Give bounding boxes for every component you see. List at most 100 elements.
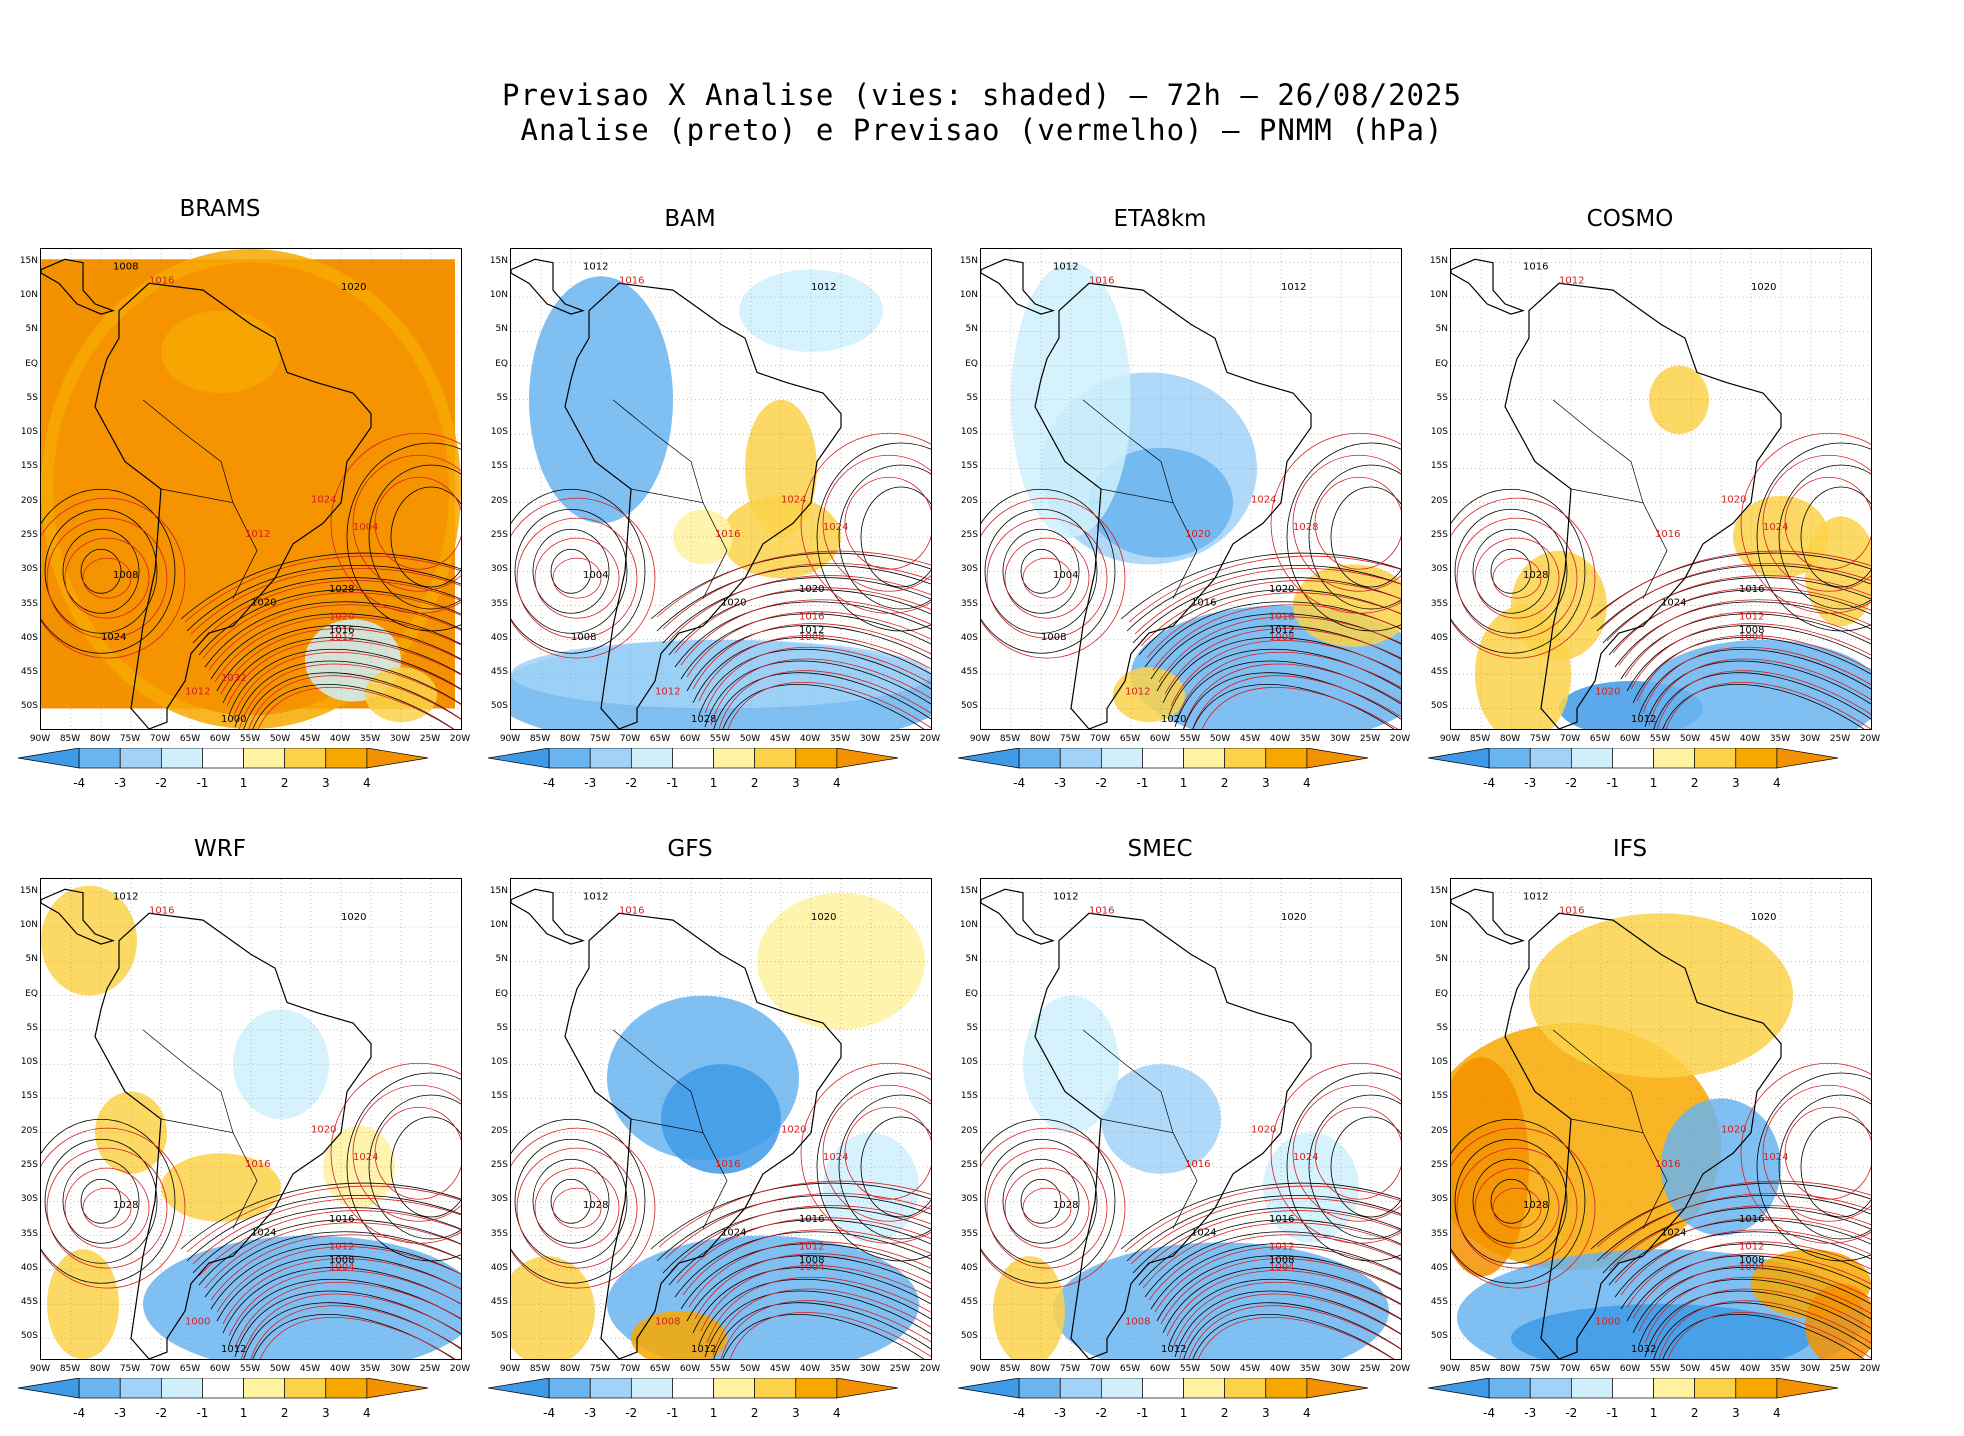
analysis-isobar <box>1638 1278 1871 1346</box>
forecast-isobar-high <box>1456 517 1578 639</box>
panel-title: BRAMS <box>179 196 261 222</box>
colorbar <box>488 748 898 769</box>
colorbar-swatch <box>1224 748 1267 769</box>
lat-tick-label: 10S <box>20 427 38 438</box>
south-america-coastline <box>94 912 372 1359</box>
lon-tick-label: 80W <box>1029 1364 1051 1374</box>
country-border <box>1552 399 1644 503</box>
forecast-isobar-high <box>82 1187 132 1229</box>
lat-tick-label: 10N <box>1429 920 1448 930</box>
lat-tick-label: 20S <box>960 1125 978 1136</box>
map-plot: 1016 1012 1020 1016 1024 1020 1016 1012 10081004… <box>1451 249 1871 729</box>
lon-tick-label: 55W <box>1179 734 1201 744</box>
analysis-isobar-high <box>80 548 122 594</box>
forecast-isobar <box>1630 623 1871 690</box>
south-america-coastline <box>94 282 372 729</box>
forecast-isobar <box>662 563 931 630</box>
colorbar-label: 2 <box>1220 776 1229 790</box>
analysis-isobar <box>210 613 461 680</box>
colorbar-label: 1 <box>1649 1406 1658 1420</box>
lon-tick-label: 80W <box>559 1364 581 1374</box>
map-plot: 1012 1016 1020 1016 1024 1020 1016 1012 10081004… <box>41 879 461 1359</box>
forecast-isobar <box>1178 1293 1401 1359</box>
isobar-label: 1012 <box>185 687 210 698</box>
isobar-label: 1028 <box>1523 1200 1548 1211</box>
forecast-isobar <box>1665 681 1871 729</box>
colorbar-label: -4 <box>543 776 556 790</box>
lon-tick-label: 35W <box>359 1364 381 1374</box>
isobar-label: 1024 <box>1763 1152 1788 1163</box>
forecast-isobar-atlantic <box>1292 1084 1401 1222</box>
lon-tick-label: 35W <box>1299 734 1321 744</box>
isobar-label: 1004 <box>799 1262 824 1273</box>
lon-tick-label: 50W <box>269 1364 291 1374</box>
lon-tick-label: 50W <box>269 734 291 744</box>
isobar-label: 1028 <box>1523 570 1548 581</box>
colorbar-swatch <box>1100 748 1143 769</box>
lat-tick-label: 10N <box>19 920 38 930</box>
country-border <box>1552 1029 1644 1133</box>
colorbar-label: -4 <box>1483 1406 1496 1420</box>
lat-tick-label: EQ <box>25 358 38 369</box>
map-frame: 1012 1016 1012 1020 1016 1024 1020 1016 1012 1008… <box>980 248 1402 730</box>
isobar-label: 1016 <box>329 625 354 636</box>
isobar-label: 1016 <box>799 1214 824 1225</box>
colorbar-label: -1 <box>196 1406 209 1420</box>
lon-tick-label: 90W <box>499 734 521 744</box>
country-border <box>630 488 728 599</box>
lon-tick-label: 65W <box>649 734 671 744</box>
colorbar-label: 1 <box>239 1406 248 1420</box>
colorbar-label: -4 <box>73 1406 86 1420</box>
lon-tick-label: 85W <box>1469 1364 1491 1374</box>
bias-shading <box>1011 262 1401 729</box>
colorbar-label: -4 <box>543 1406 556 1420</box>
colorbar-swatch <box>630 1378 673 1399</box>
forecast-isobar <box>1608 1205 1871 1272</box>
analysis-isobar-atlantic <box>1330 486 1401 588</box>
forecast-isobar <box>1146 592 1401 659</box>
lon-tick-label: 35W <box>1769 1364 1791 1374</box>
lon-tick-label: 50W <box>739 1364 761 1374</box>
colorbar-swatch <box>1183 748 1226 769</box>
analysis-isobar <box>692 637 931 704</box>
lon-tick-label: 75W <box>589 734 611 744</box>
forecast-isobar-high <box>516 1147 638 1269</box>
lon-tick-label: 55W <box>239 734 261 744</box>
colorbar-label: 4 <box>1303 776 1311 790</box>
lat-tick-label: 50S <box>20 701 38 712</box>
lat-tick-label: 5N <box>495 954 508 965</box>
lon-tick-label: 20W <box>449 1364 471 1374</box>
forecast-isobar-high <box>986 517 1108 639</box>
lat-tick-label: 5S <box>26 1022 38 1033</box>
analysis-isobar <box>1174 660 1401 728</box>
bias-patch <box>631 1311 727 1359</box>
lon-tick-label: 60W <box>1619 734 1641 744</box>
forecast-isobar-atlantic <box>1762 1084 1871 1222</box>
analysis-isobar <box>722 1313 925 1359</box>
lat-tick-label: 15S <box>490 1091 508 1102</box>
forecast-isobar <box>1176 651 1401 719</box>
colorbar-swatch <box>713 1378 756 1399</box>
bias-patch <box>511 1256 595 1359</box>
lon-tick-label: 85W <box>529 734 551 744</box>
bias-patch <box>95 1091 167 1174</box>
colorbar-swatch <box>119 1378 162 1399</box>
isobar-label: 1020 <box>1281 912 1306 923</box>
isobar-label: 1012 <box>1559 275 1584 286</box>
isobar-label: 1024 <box>101 632 126 643</box>
analysis-isobar <box>698 1278 931 1346</box>
forecast-isobar-high <box>1474 1167 1560 1249</box>
analysis-isobar <box>198 589 461 656</box>
isobar-label: 1012 <box>1631 714 1656 725</box>
colorbar-swatch <box>284 1378 327 1399</box>
lat-tick-label: 10S <box>490 1057 508 1068</box>
colorbar-label: 3 <box>321 776 330 790</box>
lon-tick-label: 30W <box>1329 734 1351 744</box>
isobar-label: 1016 <box>619 905 644 916</box>
south-america-coastline <box>1504 282 1782 729</box>
lat-tick-label: 50S <box>960 1331 978 1342</box>
forecast-isobar-high <box>1451 497 1596 659</box>
lat-tick-label: 40S <box>1430 1262 1448 1273</box>
map-frame: 1012 1016 1020 1016 1024 1020 1016 1012 1008 1004… <box>980 878 1402 1360</box>
analysis-isobar <box>698 648 931 716</box>
